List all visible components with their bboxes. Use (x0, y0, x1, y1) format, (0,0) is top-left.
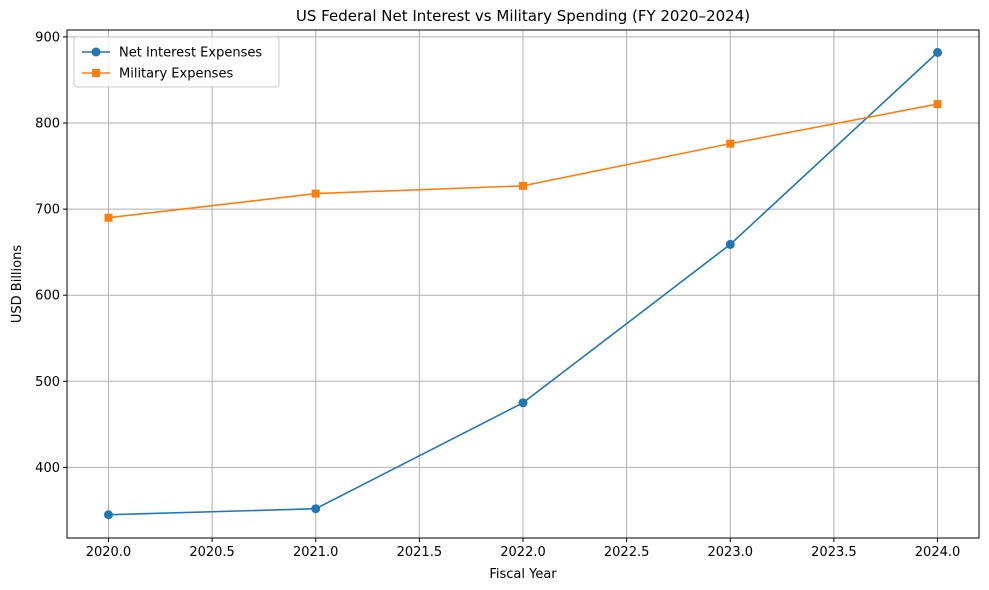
data-point (933, 47, 943, 57)
y-tick-label: 900 (35, 30, 60, 45)
y-tick-label: 700 (35, 203, 60, 218)
data-point (519, 181, 527, 190)
series-net-interest-expenses (103, 47, 943, 520)
legend-marker (92, 69, 100, 77)
legend-marker (91, 47, 101, 57)
data-point (725, 239, 735, 249)
series-military-expenses (104, 100, 942, 222)
data-point (933, 100, 942, 109)
legend-box (73, 36, 280, 88)
x-tick-label: 2022.5 (604, 545, 650, 560)
x-tick-label: 2020.5 (189, 545, 235, 560)
data-point (311, 189, 320, 198)
x-tick-label: 2021.0 (293, 545, 339, 560)
x-tick-label: 2023.0 (708, 545, 754, 560)
x-tick-label: 2024.0 (915, 545, 961, 560)
legend-label: Military Expenses (119, 67, 233, 82)
data-point (311, 504, 321, 514)
y-tick-label: 400 (35, 461, 60, 476)
y-tick-label: 600 (35, 289, 60, 304)
series-layer (103, 47, 943, 520)
x-tick-label: 2020.0 (86, 545, 132, 560)
x-tick-label: 2021.5 (397, 545, 443, 560)
legend: Net Interest Expenses Military Expenses (73, 36, 280, 88)
chart-title: US Federal Net Interest vs Military Spen… (296, 7, 750, 25)
y-tick-label: 500 (35, 375, 60, 390)
y-tick-label: 800 (35, 116, 60, 131)
x-tick-label: 2023.5 (811, 545, 857, 560)
legend-item: Net Interest Expenses (82, 46, 262, 61)
x-tick-label: 2022.0 (500, 545, 546, 560)
data-point (518, 398, 528, 408)
data-point (104, 213, 113, 222)
ticks: 2020.0 2020.5 2021.0 2021.5 2022.0 2022.5 2023… (35, 30, 960, 560)
data-point (726, 139, 735, 148)
grid (67, 30, 979, 538)
data-point (103, 510, 113, 520)
y-axis-label: USD Billions (10, 245, 25, 323)
legend-item: Military Expenses (82, 67, 233, 82)
legend-label: Net Interest Expenses (119, 46, 262, 61)
x-axis-label: Fiscal Year (489, 567, 557, 582)
